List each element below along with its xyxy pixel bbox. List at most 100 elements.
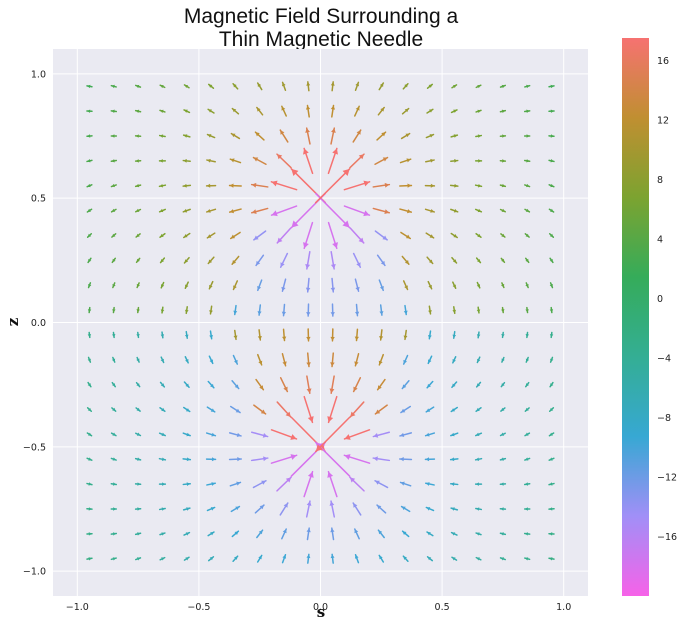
field-arrow <box>349 476 365 492</box>
field-arrow <box>548 407 555 412</box>
field-arrow <box>231 530 240 538</box>
field-arrow <box>330 81 335 92</box>
field-arrow <box>450 406 458 413</box>
field-arrow <box>425 158 435 163</box>
field-arrow <box>87 306 92 314</box>
field-arrow <box>253 230 267 241</box>
field-arrow <box>549 306 554 314</box>
field-arrow <box>426 380 434 389</box>
field-arrow <box>158 208 166 213</box>
field-arrow <box>184 356 189 364</box>
field-arrow <box>426 556 434 562</box>
field-arrow <box>281 303 286 317</box>
field-arrow <box>205 208 217 213</box>
field-arrow <box>548 457 555 461</box>
field-arrow <box>207 380 215 389</box>
field-arrow <box>159 109 166 113</box>
field-arrow <box>548 233 555 238</box>
field-arrow <box>306 553 311 564</box>
field-arrow <box>449 183 459 188</box>
field-arrow <box>349 153 365 169</box>
field-arrow <box>374 480 389 489</box>
field-arrow <box>330 277 336 293</box>
field-arrow <box>134 183 142 188</box>
field-arrow <box>402 354 409 365</box>
field-arrow <box>499 159 507 163</box>
field-arrow <box>252 156 267 165</box>
field-arrow <box>474 457 483 461</box>
field-arrow <box>233 304 238 316</box>
field-arrow <box>228 432 242 437</box>
field-arrow <box>158 507 166 511</box>
field-arrow <box>111 356 116 363</box>
field-arrow <box>110 84 117 89</box>
field-arrow <box>111 407 117 412</box>
field-arrow <box>182 457 192 462</box>
field-arrow <box>183 381 190 389</box>
field-arrow <box>378 82 385 91</box>
field-arrow <box>475 507 483 511</box>
field-arrow <box>426 83 434 89</box>
field-arrow <box>254 131 265 141</box>
field-arrow <box>135 84 142 89</box>
field-arrow <box>230 132 241 140</box>
field-arrow <box>475 232 482 238</box>
field-arrow <box>378 279 384 292</box>
field-arrow <box>110 159 118 163</box>
field-arrow <box>279 502 289 516</box>
field-arrow <box>379 304 384 316</box>
field-arrow <box>549 381 554 388</box>
field-arrow <box>399 481 412 487</box>
field-arrow <box>501 356 505 363</box>
field-arrow <box>354 528 360 540</box>
field-arrow <box>330 527 335 541</box>
field-arrow <box>524 381 530 388</box>
x-tick-label: −0.5 <box>187 602 210 613</box>
field-arrow <box>525 306 529 314</box>
field-arrow <box>229 231 241 240</box>
field-arrow <box>474 183 483 188</box>
field-arrow <box>372 182 391 188</box>
field-arrow <box>231 255 240 265</box>
field-arrow <box>135 208 142 213</box>
field-arrow <box>232 555 239 563</box>
field-arrow <box>475 381 482 388</box>
colorbar-tick-label: −16 <box>657 532 677 543</box>
field-arrow <box>279 377 289 393</box>
field-arrow <box>330 328 335 342</box>
chart-title-line-2: Thin Magnetic Needle <box>219 28 423 51</box>
field-arrow <box>476 281 481 289</box>
field-arrow <box>327 221 338 250</box>
colorbar-tick-label: 4 <box>657 234 663 245</box>
field-arrow <box>548 532 555 536</box>
field-arrow <box>305 251 311 270</box>
x-tick-label: −1.0 <box>66 602 89 613</box>
field-arrow <box>399 183 413 188</box>
field-arrow <box>306 81 311 92</box>
field-arrow <box>352 129 362 143</box>
field-arrow <box>110 109 118 113</box>
field-arrow <box>159 407 166 413</box>
chart-title: Magnetic Field Surrounding a Thin Magnet… <box>184 5 459 51</box>
field-arrow <box>182 159 191 163</box>
field-arrow <box>86 134 93 138</box>
colorbar-tick-label: 8 <box>657 175 663 186</box>
field-arrow <box>86 557 93 561</box>
field-arrow <box>525 331 530 339</box>
field-arrow <box>160 331 165 339</box>
field-arrow <box>372 456 391 462</box>
field-arrow <box>281 554 287 564</box>
field-arrow <box>501 331 505 339</box>
field-arrow <box>205 432 217 437</box>
field-arrow <box>399 457 413 462</box>
field-arrow <box>354 81 360 91</box>
field-arrow <box>87 257 92 264</box>
field-arrow <box>378 554 385 563</box>
field-arrow <box>158 159 167 163</box>
field-arrow <box>501 306 505 314</box>
field-arrow <box>376 254 386 267</box>
field-arrow <box>86 407 93 412</box>
field-arrow <box>343 429 371 440</box>
field-arrow <box>426 256 434 265</box>
